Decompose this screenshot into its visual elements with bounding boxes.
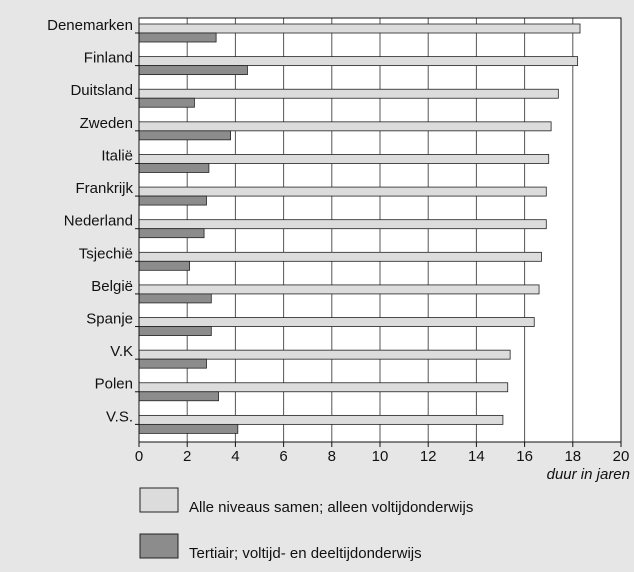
legend-swatch	[139, 533, 179, 559]
y-tick-label: Tsjechië	[79, 245, 133, 262]
bar	[138, 195, 207, 206]
y-tick-label: Denemarken	[47, 17, 133, 34]
x-tick-label: 16	[516, 448, 533, 465]
x-tick-label: 14	[468, 448, 485, 465]
bar	[138, 284, 540, 295]
y-tick-label: V.S.	[106, 408, 133, 425]
bar	[138, 23, 581, 34]
bar	[138, 65, 248, 76]
bar	[138, 382, 509, 393]
bar	[138, 219, 547, 230]
x-tick-label: 8	[328, 448, 336, 465]
x-tick-label: 2	[183, 448, 191, 465]
y-tick-label: België	[91, 278, 133, 295]
bar	[138, 228, 205, 239]
y-tick-label: Finland	[84, 50, 133, 67]
x-tick-label: 12	[420, 448, 437, 465]
x-tick-label: 20	[613, 448, 630, 465]
y-tick-label: Polen	[95, 376, 133, 393]
x-tick-label: 0	[135, 448, 143, 465]
y-tick-label: V.K	[110, 343, 133, 360]
legend-label: Tertiair; voltijd- en deeltijdonderwijs	[189, 545, 422, 562]
bar	[138, 154, 550, 164]
y-tick-label: Italië	[101, 147, 133, 164]
bar	[138, 32, 217, 43]
x-tick-label: 18	[564, 448, 581, 465]
bar	[138, 97, 195, 108]
x-axis-label: duur in jaren	[547, 466, 630, 483]
y-tick-label: Duitsland	[70, 82, 133, 99]
bar	[138, 349, 511, 360]
bar	[138, 260, 191, 271]
bar	[138, 326, 212, 336]
bar	[138, 293, 212, 304]
bar	[138, 423, 239, 434]
legend-label: Alle niveaus samen; alleen voltijdonderw…	[189, 499, 473, 516]
bar	[138, 163, 210, 173]
bar	[138, 317, 535, 327]
y-tick-label: Zweden	[80, 115, 133, 132]
x-tick-label: 10	[372, 448, 389, 465]
x-tick-label: 6	[279, 448, 287, 465]
y-tick-label: Spanje	[86, 311, 133, 328]
y-tick-label: Frankrijk	[75, 180, 133, 197]
bar	[138, 130, 231, 141]
bar	[138, 186, 547, 197]
bar	[138, 358, 207, 369]
bar	[138, 414, 504, 425]
bar	[138, 391, 219, 402]
bar	[138, 88, 559, 99]
bar	[138, 121, 552, 132]
plot-frame	[138, 17, 622, 443]
x-tick-label: 4	[231, 448, 239, 465]
bar	[138, 251, 542, 262]
bar	[138, 56, 579, 67]
legend-swatch	[139, 487, 179, 513]
y-tick-label: Nederland	[64, 213, 133, 230]
